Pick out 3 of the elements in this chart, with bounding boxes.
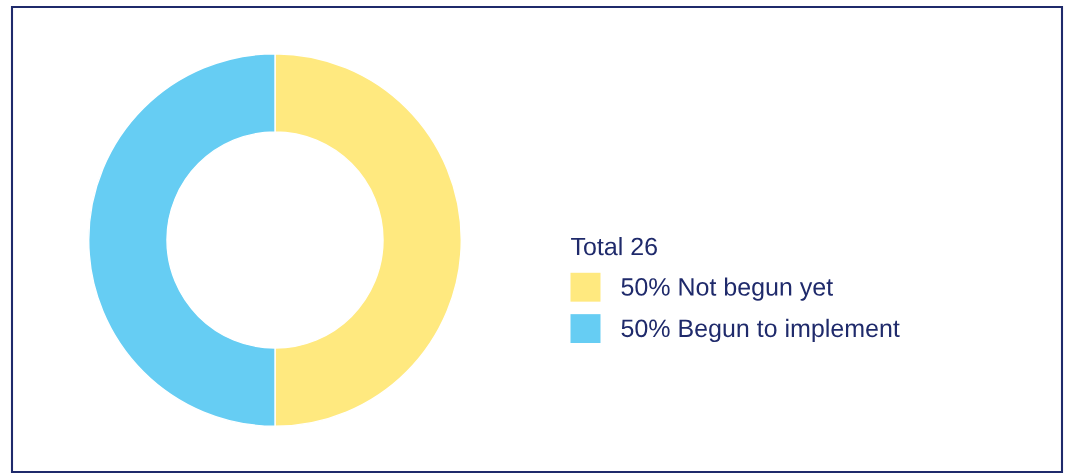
legend-label: 50% Begun to implement [621, 318, 900, 343]
legend-title: Total 26 [571, 236, 657, 256]
legend-label: 50% Not begun yet [621, 277, 833, 301]
